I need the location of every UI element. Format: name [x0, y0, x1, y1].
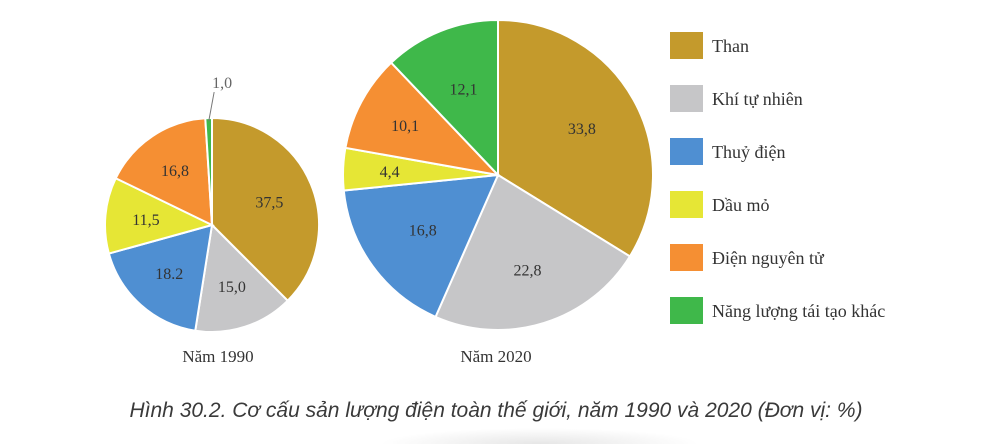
legend-swatch-dien-nguyen-tu [670, 244, 703, 271]
value-label-1990-khi-tu-nhien: 15,0 [218, 279, 246, 296]
slice-2020-khi-tu-nhien [434, 173, 632, 331]
value-label-1990-than: 37,5 [255, 194, 283, 211]
pie-2020-label: Năm 2020 [460, 347, 531, 366]
slice-1990-tai-tao-khac [204, 116, 213, 226]
pie-1990: 37,5 15,0 18.2 11,5 16,8 1,0 [104, 75, 320, 333]
legend-label-khi-tu-nhien: Khí tự nhiên [712, 89, 803, 109]
legend-swatch-than [670, 32, 703, 59]
pie-2020: 33,8 22,8 16,8 4,4 10,1 12,1 [342, 18, 654, 331]
slice-2020-tai-tao-khac [389, 18, 499, 178]
value-label-2020-khi-tu-nhien: 22,8 [513, 263, 541, 280]
value-label-1990-tai-tao-khac: 1,0 [212, 75, 232, 92]
slice-1990-dien-nguyen-tu [114, 117, 214, 227]
legend-swatch-dau-mo [670, 191, 703, 218]
value-label-2020-tai-tao-khac: 12,1 [449, 82, 477, 99]
legend: Than Khí tự nhiên Thuỷ điện Dầu mỏ Điện nguy… [670, 32, 885, 324]
legend-swatch-khi-tu-nhien [670, 85, 703, 112]
value-label-1990-dien-nguyen-tu: 16,8 [161, 163, 189, 180]
slice-1990-than [211, 116, 320, 303]
slice-1990-khi-tu-nhien [194, 222, 290, 333]
value-label-2020-dien-nguyen-tu: 10,1 [391, 118, 419, 135]
value-label-2020-thuy-dien: 16,8 [409, 223, 437, 240]
legend-label-tai-tao-khac: Năng lượng tái tạo khác [712, 301, 885, 321]
legend-label-dien-nguyen-tu: Điện nguyên tử [712, 248, 825, 268]
slice-1990-thuy-dien [107, 223, 214, 332]
slice-2020-than [497, 18, 654, 258]
value-label-1990-dau-mo: 11,5 [132, 212, 159, 229]
slice-1990-dau-mo [104, 176, 215, 255]
chart-title: Hình 30.2. Cơ cấu sản lượng điện toàn th… [130, 399, 863, 422]
value-label-2020-than: 33,8 [568, 121, 596, 138]
legend-label-thuy-dien: Thuỷ điện [712, 142, 786, 162]
value-label-1990-thuy-dien: 18.2 [155, 266, 183, 283]
slice-2020-dien-nguyen-tu [344, 61, 501, 177]
pie-1990-label: Năm 1990 [182, 347, 253, 366]
value-label-2020-dau-mo: 4,4 [380, 164, 400, 181]
legend-label-than: Than [712, 36, 749, 56]
legend-swatch-thuy-dien [670, 138, 703, 165]
leader-line-1990-tai-tao-khac [208, 91, 215, 122]
legend-swatch-tai-tao-khac [670, 297, 703, 324]
slice-2020-thuy-dien [342, 173, 500, 319]
legend-label-dau-mo: Dầu mỏ [712, 195, 770, 215]
bottom-shade [380, 428, 700, 444]
